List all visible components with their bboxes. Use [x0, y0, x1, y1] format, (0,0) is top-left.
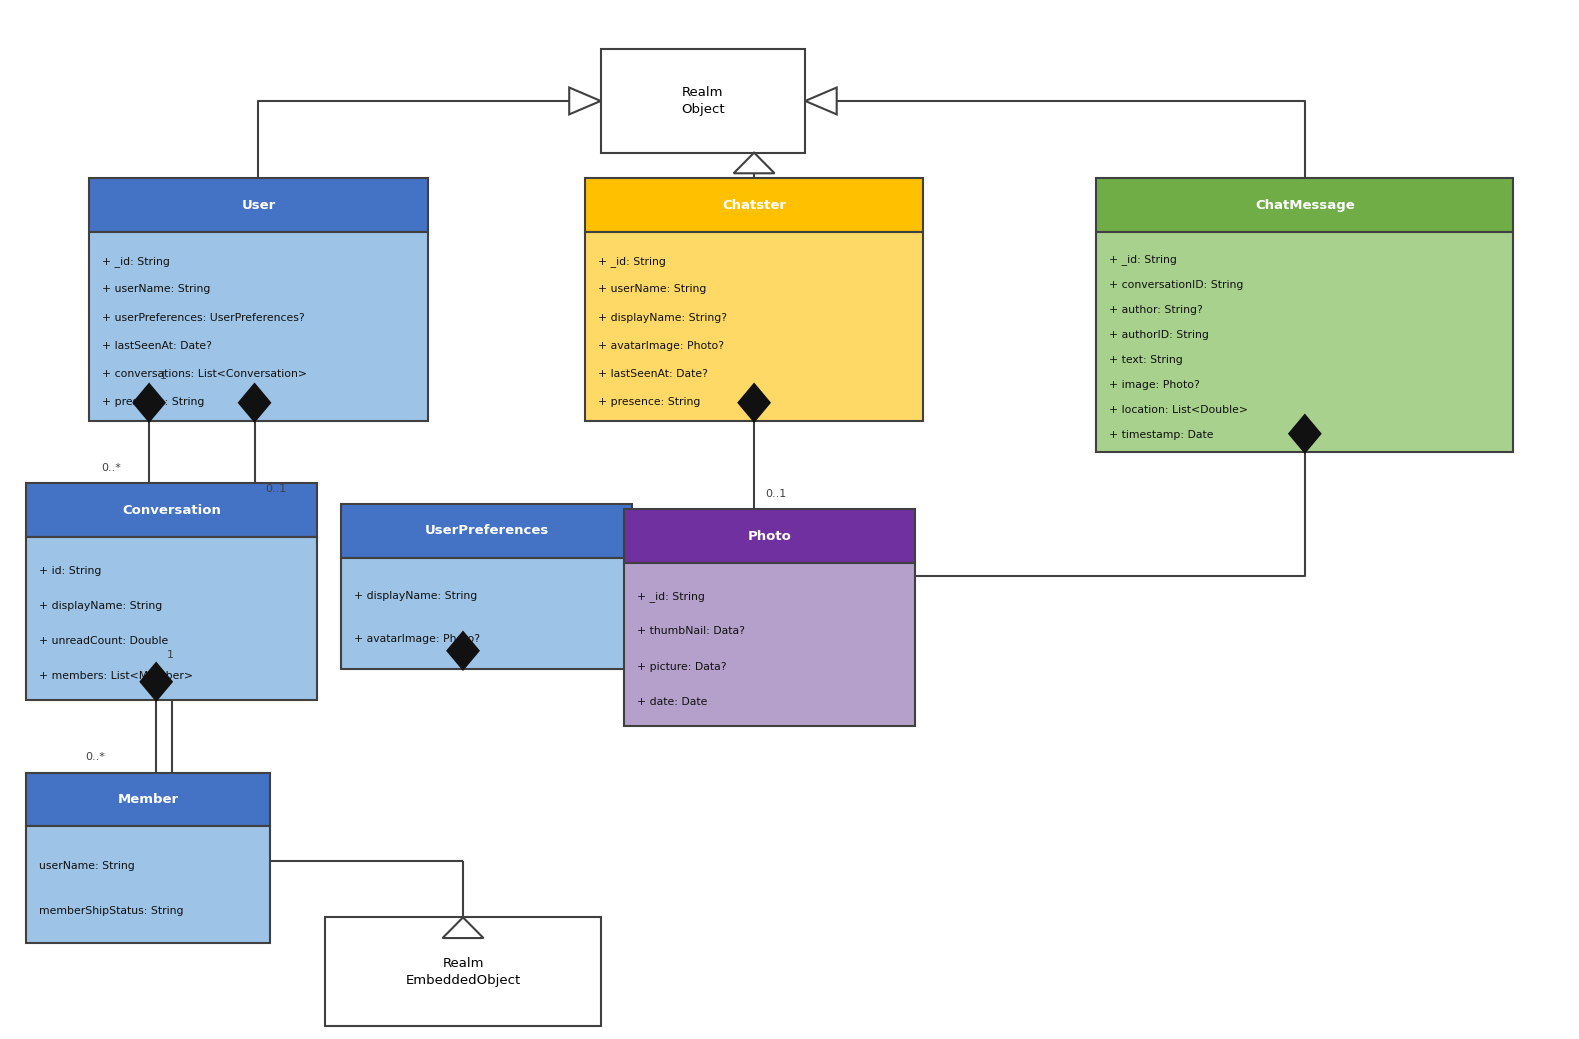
Text: + conversations: List<Conversation>: + conversations: List<Conversation>	[103, 369, 306, 378]
Text: + avatarImage: Photo?: + avatarImage: Photo?	[597, 341, 723, 350]
Text: + _id: String: + _id: String	[103, 256, 171, 267]
Text: userName: String: userName: String	[39, 861, 134, 871]
Text: User: User	[242, 198, 276, 212]
Text: ChatMessage: ChatMessage	[1255, 198, 1355, 212]
Text: + displayName: String?: + displayName: String?	[597, 313, 726, 322]
Bar	[584, 179, 924, 232]
Bar	[1096, 232, 1513, 452]
Text: UserPreferences: UserPreferences	[425, 525, 549, 537]
Text: + id: String: + id: String	[39, 565, 101, 576]
Text: Member: Member	[118, 793, 178, 806]
Text: + _id: String: + _id: String	[597, 256, 665, 267]
Text: + text: String: + text: String	[1108, 354, 1183, 365]
Text: + displayName: String: + displayName: String	[354, 591, 477, 601]
Text: + unreadCount: Double: + unreadCount: Double	[39, 636, 169, 645]
Bar	[341, 504, 632, 558]
Text: + lastSeenAt: Date?: + lastSeenAt: Date?	[597, 369, 707, 378]
Bar	[624, 563, 916, 726]
Text: 1: 1	[159, 371, 167, 381]
Text: 1: 1	[167, 650, 174, 660]
Polygon shape	[238, 384, 270, 422]
Text: + thumbNail: Data?: + thumbNail: Data?	[636, 627, 745, 637]
Text: + userName: String: + userName: String	[597, 285, 706, 294]
Text: Realm
EmbeddedObject: Realm EmbeddedObject	[406, 957, 521, 987]
Text: 0..*: 0..*	[101, 463, 122, 473]
Text: + authorID: String: + authorID: String	[1108, 329, 1210, 340]
Bar	[600, 49, 805, 153]
Text: + presence: String: + presence: String	[597, 397, 699, 406]
Polygon shape	[442, 917, 483, 938]
Text: + picture: Data?: + picture: Data?	[636, 662, 726, 671]
Text: + lastSeenAt: Date?: + lastSeenAt: Date?	[103, 341, 212, 350]
Bar	[584, 232, 924, 422]
Text: + image: Photo?: + image: Photo?	[1108, 379, 1200, 390]
Text: + _id: String: + _id: String	[636, 591, 704, 602]
Bar	[341, 558, 632, 669]
Bar	[27, 773, 270, 826]
Text: + displayName: String: + displayName: String	[39, 601, 163, 611]
Text: + userPreferences: UserPreferences?: + userPreferences: UserPreferences?	[103, 313, 305, 322]
Text: Chatster: Chatster	[722, 198, 786, 212]
Polygon shape	[568, 87, 600, 114]
Polygon shape	[447, 632, 478, 669]
Text: + members: List<Member>: + members: List<Member>	[39, 671, 193, 681]
Polygon shape	[1288, 416, 1320, 452]
Bar	[90, 232, 428, 422]
Text: 0..1: 0..1	[766, 488, 786, 499]
Text: + _id: String: + _id: String	[1108, 255, 1176, 265]
Text: + date: Date: + date: Date	[636, 696, 707, 707]
Bar	[325, 917, 600, 1025]
Text: Photo: Photo	[748, 530, 791, 542]
Bar	[1096, 179, 1513, 232]
Polygon shape	[739, 384, 769, 422]
Text: Conversation: Conversation	[123, 504, 221, 516]
Text: memberShipStatus: String: memberShipStatus: String	[39, 906, 183, 916]
Text: 0..1: 0..1	[265, 483, 287, 494]
Text: Realm
Object: Realm Object	[681, 86, 725, 116]
Text: + conversationID: String: + conversationID: String	[1108, 279, 1243, 290]
Bar	[624, 509, 916, 563]
Text: + author: String?: + author: String?	[1108, 304, 1203, 315]
Text: + timestamp: Date: + timestamp: Date	[1108, 430, 1213, 439]
Bar	[27, 826, 270, 943]
Polygon shape	[805, 87, 837, 114]
Bar	[27, 537, 317, 700]
Text: + presence: String: + presence: String	[103, 397, 204, 406]
Polygon shape	[134, 384, 164, 422]
Bar	[27, 483, 317, 537]
Polygon shape	[141, 663, 172, 700]
Text: 0..*: 0..*	[85, 752, 106, 763]
Text: + userName: String: + userName: String	[103, 285, 210, 294]
Text: + location: List<Double>: + location: List<Double>	[1108, 405, 1247, 415]
Text: + avatarImage: Photo?: + avatarImage: Photo?	[354, 634, 480, 644]
Polygon shape	[734, 153, 775, 174]
Bar	[90, 179, 428, 232]
